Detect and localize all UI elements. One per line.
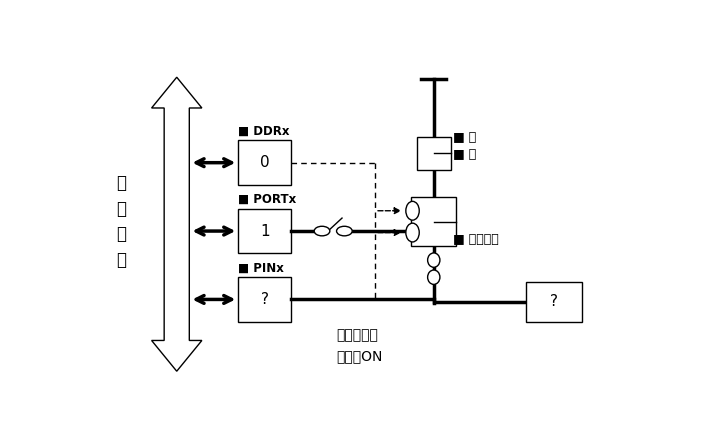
- Text: ■ PINx: ■ PINx: [238, 262, 284, 274]
- Bar: [412, 197, 456, 246]
- Text: ■ 物理引脚: ■ 物理引脚: [454, 233, 499, 246]
- Text: 上拉：ON: 上拉：ON: [336, 349, 382, 363]
- Bar: [526, 282, 582, 321]
- Text: 方向：输入: 方向：输入: [336, 328, 378, 342]
- Text: 1: 1: [260, 224, 270, 238]
- Text: ?: ?: [261, 292, 269, 307]
- Text: 数: 数: [116, 174, 126, 192]
- Ellipse shape: [406, 223, 419, 242]
- Text: 0: 0: [260, 155, 270, 170]
- Bar: [417, 137, 451, 170]
- Bar: [238, 140, 291, 185]
- Ellipse shape: [428, 253, 440, 267]
- Text: ■ 拉: ■ 拉: [454, 148, 477, 161]
- Text: 线: 线: [116, 251, 126, 269]
- Text: ■ 上: ■ 上: [454, 131, 477, 143]
- Bar: [238, 277, 291, 321]
- Text: ■ DDRx: ■ DDRx: [238, 125, 290, 138]
- Ellipse shape: [428, 270, 440, 285]
- Text: ■ PORTx: ■ PORTx: [238, 193, 296, 206]
- Text: 据: 据: [116, 200, 126, 218]
- Circle shape: [337, 226, 352, 236]
- Ellipse shape: [406, 201, 419, 220]
- Text: ?: ?: [550, 294, 558, 309]
- Text: 总: 总: [116, 226, 126, 243]
- Circle shape: [314, 226, 329, 236]
- Bar: [238, 209, 291, 253]
